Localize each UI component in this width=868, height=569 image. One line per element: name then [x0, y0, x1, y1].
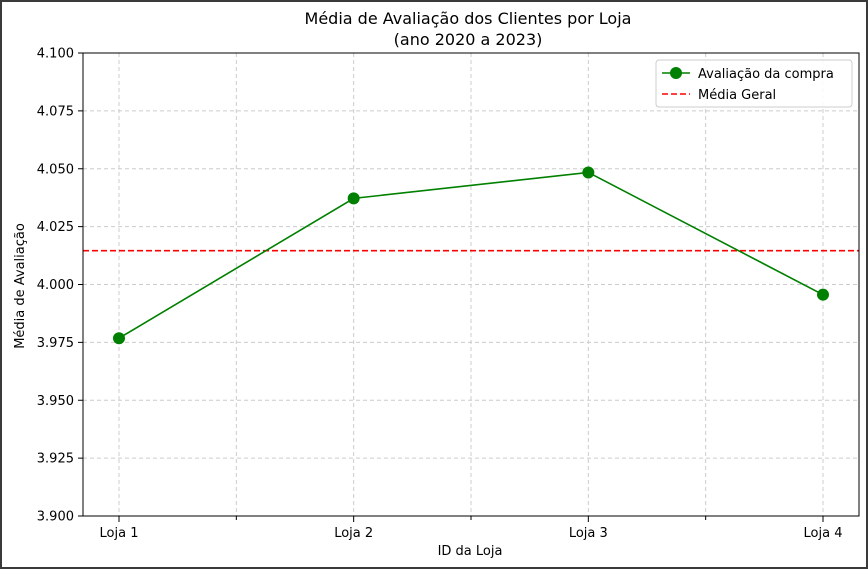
y-tick-label: 3.925	[37, 452, 74, 467]
data-point	[113, 332, 125, 345]
x-tick-label: Loja 4	[804, 526, 843, 541]
data-point	[817, 288, 829, 301]
y-tick-label: 4.000	[37, 278, 74, 293]
chart-title: Média de Avaliação dos Clientes por Loja	[305, 9, 632, 28]
data-point	[347, 192, 360, 205]
axis-ticks: Loja 1 Loja 2 Loja 3 Loja 4 3.900 3.925 3.950 3…	[37, 47, 843, 542]
legend-series-marker	[670, 67, 682, 79]
legend-box	[655, 59, 853, 108]
x-tick-label: Loja 3	[569, 526, 608, 541]
y-tick-label: 3.950	[37, 394, 74, 409]
x-axis-label: ID da Loja	[438, 544, 503, 559]
series-line	[118, 171, 824, 339]
legend-reference-label: Média Geral	[698, 88, 776, 103]
y-tick-label: 3.900	[37, 510, 74, 525]
x-tick-label: Loja 1	[100, 526, 139, 541]
legend-series-label: Avaliação da compra	[698, 67, 834, 82]
legend: Avaliação da compra Média Geral	[655, 59, 853, 108]
y-axis-label: Média de Avaliação	[13, 223, 28, 349]
y-tick-label: 4.025	[37, 220, 74, 235]
grid-lines	[83, 53, 859, 516]
y-tick-label: 4.075	[37, 104, 74, 119]
y-tick-label: 3.975	[37, 336, 74, 351]
data-point	[582, 166, 595, 179]
series-layer	[113, 166, 829, 345]
y-tick-label: 4.100	[37, 47, 74, 62]
y-tick-label: 4.050	[37, 162, 74, 177]
chart-subtitle: (ano 2020 a 2023)	[394, 30, 543, 49]
x-tick-label: Loja 2	[334, 526, 373, 541]
